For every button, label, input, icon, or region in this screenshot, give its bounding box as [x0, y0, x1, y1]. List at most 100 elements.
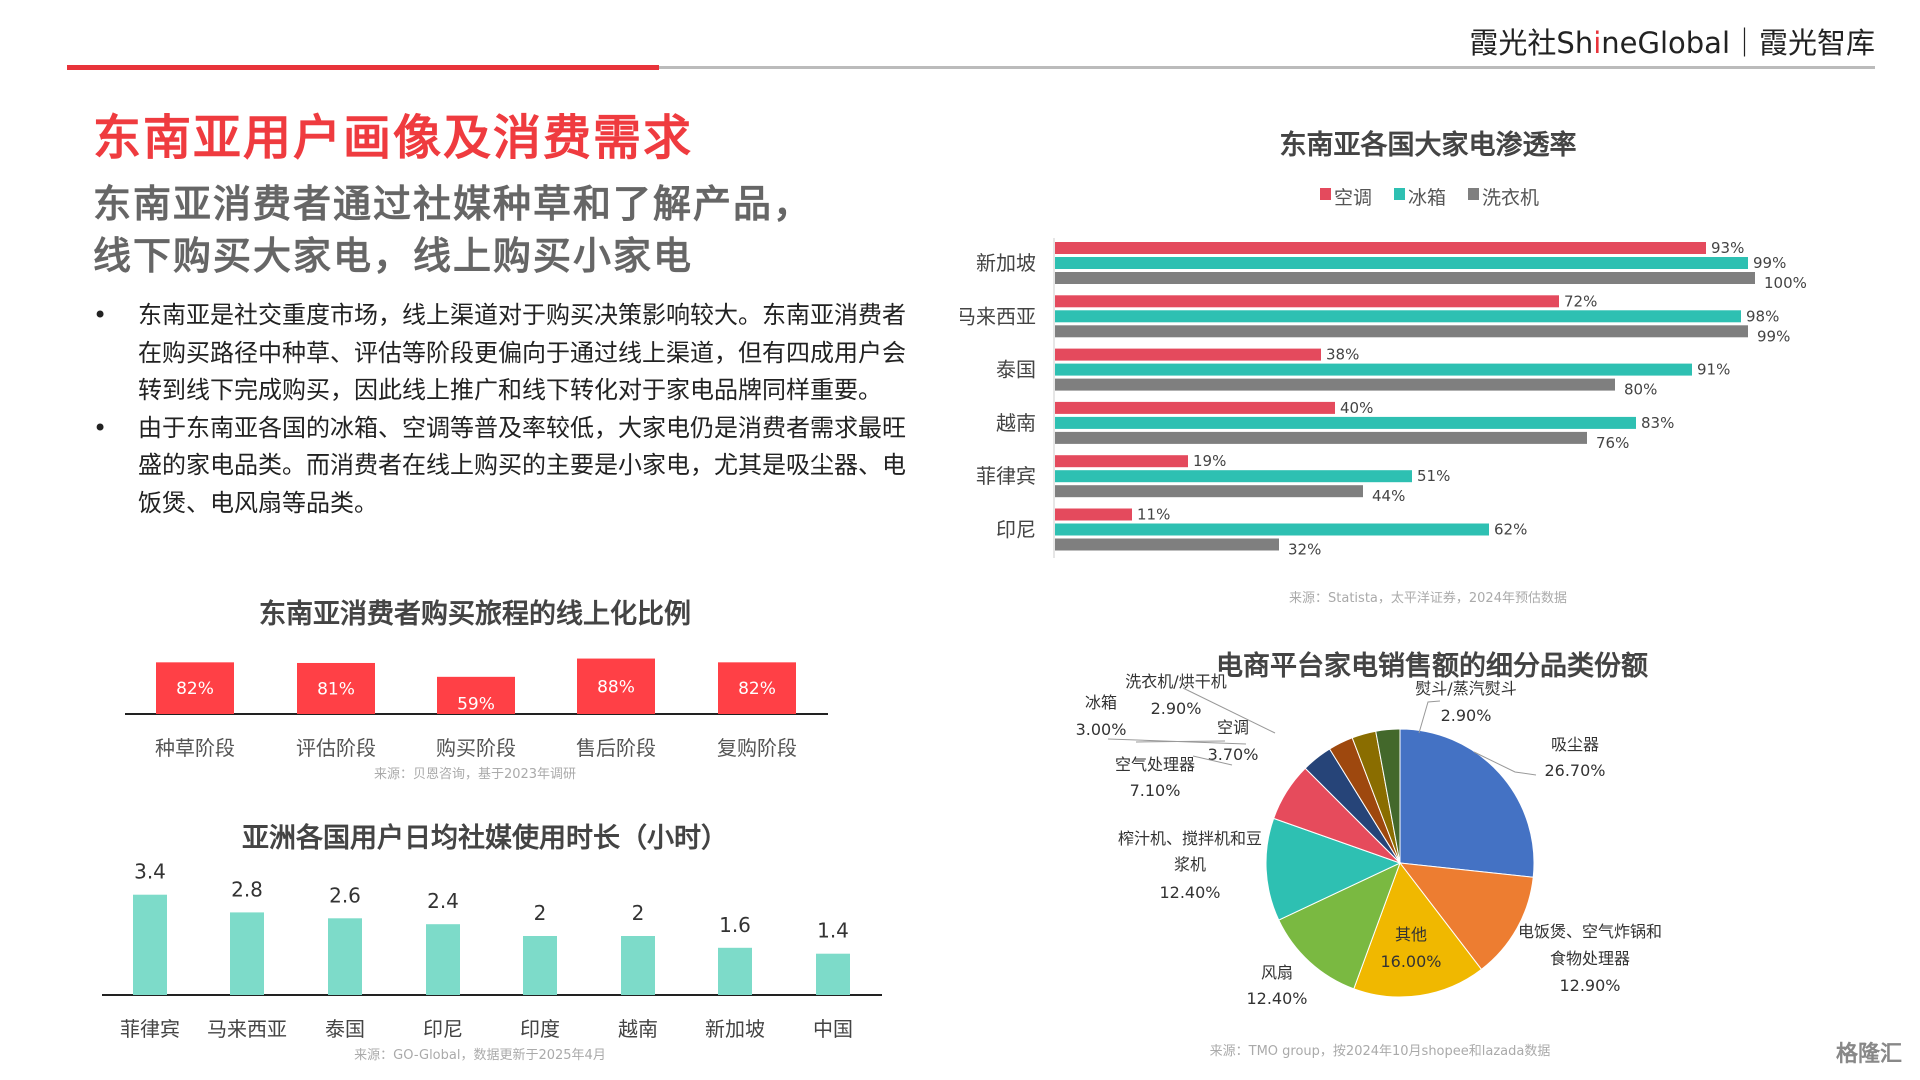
- data-label: 93%: [1711, 239, 1744, 257]
- slice-label: 其他: [1395, 925, 1427, 944]
- legend-swatch: [1468, 188, 1479, 200]
- bar: [1055, 378, 1615, 391]
- slice-label: 空气处理器: [1115, 755, 1195, 774]
- legend-label: 冰箱: [1408, 187, 1446, 209]
- slice-value: 12.40%: [1159, 883, 1220, 902]
- category-label: 新加坡: [976, 251, 1036, 275]
- page-title: 东南亚用户画像及消费需求: [93, 110, 694, 166]
- bar: [230, 912, 264, 995]
- bar: [437, 676, 515, 714]
- slice-label: 空调: [1217, 718, 1249, 737]
- legend-swatch: [1320, 188, 1331, 200]
- bar: [1055, 485, 1363, 498]
- data-label: 1.4: [817, 919, 849, 943]
- bar: [816, 953, 850, 995]
- bar: [1055, 508, 1132, 521]
- slice-value: 3.70%: [1208, 745, 1259, 764]
- slice-label: 熨斗/蒸汽熨斗: [1415, 679, 1516, 698]
- leader-line: [1192, 755, 1233, 766]
- data-label: 1.6: [719, 913, 751, 937]
- pie-slice: [1398, 862, 1534, 971]
- bar: [133, 894, 167, 995]
- data-label: 40%: [1340, 399, 1373, 417]
- legend-swatch: [1394, 188, 1405, 200]
- data-label: 2.6: [329, 883, 361, 907]
- data-label: 72%: [1564, 292, 1597, 310]
- bar: [1055, 363, 1692, 376]
- data-label: 2: [632, 901, 645, 925]
- slice-label: 榨汁机、搅拌机和豆: [1118, 829, 1262, 848]
- chart-source: 来源：Statista，太平洋证券，2024年预估数据: [1289, 591, 1567, 606]
- bar: [1055, 272, 1755, 284]
- bar: [1055, 470, 1412, 483]
- leader-line: [1182, 687, 1276, 734]
- watermark: 格隆汇: [1835, 1042, 1902, 1067]
- bullet-list: 东南亚是社交重度市场，线上渠道对于购买决策影响较大。东南亚消费者在购买路径中种草…: [93, 297, 923, 522]
- category-label: 售后阶段: [576, 736, 656, 760]
- bar: [156, 662, 234, 714]
- data-label: 83%: [1641, 414, 1674, 432]
- data-label: 2.4: [427, 889, 459, 913]
- category-label: 泰国: [996, 358, 1036, 382]
- chart-title: 电商平台家电销售额的细分品类份额: [1216, 651, 1648, 682]
- data-label: 2: [534, 901, 547, 925]
- data-label: 82%: [738, 679, 776, 699]
- data-label: 19%: [1193, 452, 1226, 470]
- bar: [1055, 325, 1748, 338]
- slice-label: 风扇: [1261, 963, 1293, 982]
- bar: [1055, 455, 1188, 468]
- category-label: 越南: [618, 1017, 658, 1041]
- data-label: 81%: [317, 679, 355, 699]
- category-label: 菲律宾: [120, 1017, 180, 1041]
- slice-label: 电饭煲、空气炸锅和: [1518, 922, 1662, 941]
- slice-value: 12.40%: [1246, 989, 1307, 1008]
- bar: [1055, 295, 1559, 308]
- leader-line: [1418, 700, 1441, 734]
- slice-value: 16.00%: [1380, 952, 1441, 971]
- brand-logo: 霞光社ShineGlobal｜霞光智库: [1469, 26, 1875, 60]
- slice-value: 12.90%: [1559, 976, 1620, 995]
- bar: [718, 947, 752, 995]
- data-label: 88%: [597, 677, 635, 697]
- data-label: 44%: [1372, 487, 1405, 505]
- category-label: 马来西亚: [960, 304, 1036, 328]
- header-divider: [659, 66, 1875, 69]
- bar: [1055, 257, 1748, 269]
- data-label: 62%: [1494, 521, 1527, 539]
- data-label: 80%: [1624, 381, 1657, 399]
- bar: [1055, 538, 1279, 551]
- data-label: 3.4: [134, 860, 166, 884]
- leader-line: [1473, 751, 1537, 776]
- subtitle-line: 线下购买大家电，线上购买小家电: [93, 234, 694, 278]
- slice-value: 2.90%: [1441, 706, 1492, 725]
- data-label: 38%: [1326, 346, 1359, 364]
- chart-source: 来源：TMO group，按2024年10月shopee和lazada数据: [1209, 1044, 1551, 1059]
- bar: [1055, 348, 1321, 361]
- slice-value: 3.00%: [1076, 720, 1127, 739]
- pie-slice: [1353, 861, 1483, 998]
- data-label: 99%: [1753, 254, 1786, 272]
- category-label: 印尼: [423, 1017, 463, 1041]
- chart-title: 亚洲各国用户日均社媒使用时长（小时）: [242, 823, 728, 854]
- pie-slice: [1375, 728, 1401, 864]
- category-label: 新加坡: [705, 1017, 765, 1041]
- bullet-item: 东南亚是社交重度市场，线上渠道对于购买决策影响较大。东南亚消费者在购买路径中种草…: [93, 297, 923, 410]
- bar: [1055, 401, 1335, 414]
- bar: [1055, 310, 1741, 323]
- data-label: 11%: [1137, 506, 1170, 524]
- bar: [718, 662, 796, 714]
- category-label: 印度: [520, 1017, 560, 1041]
- chart-title: 东南亚各国大家电渗透率: [1279, 130, 1577, 161]
- leader-line: [1107, 738, 1247, 745]
- slice-value: 2.90%: [1151, 699, 1202, 718]
- pie-slice: [1399, 728, 1535, 878]
- data-label: 98%: [1746, 307, 1779, 325]
- data-label: 59%: [457, 694, 495, 714]
- penetration-bar-chart: 空调 冰箱 洗衣机新加坡93%99%100%马来西亚72%98%99%泰国38%91…: [960, 187, 1807, 1008]
- bar: [328, 918, 362, 995]
- data-label: 51%: [1417, 467, 1450, 485]
- category-label: 购买阶段: [436, 736, 516, 760]
- bar: [621, 936, 655, 995]
- slice-label: 吸尘器: [1551, 735, 1599, 754]
- legend-label: 洗衣机: [1482, 187, 1539, 209]
